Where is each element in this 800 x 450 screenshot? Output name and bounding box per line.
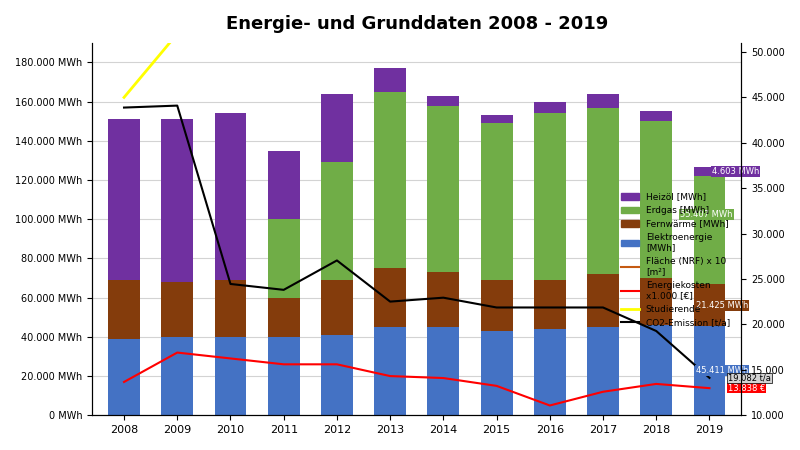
Bar	[534, 113, 566, 280]
Bar	[162, 282, 194, 337]
Bar	[481, 115, 513, 123]
Legend: Heizöl [MWh], Erdgas [MWh], Fernwärme [MWh], Elektroenergie
[MWh], Fläche (NRF) : Heizöl [MWh], Erdgas [MWh], Fernwärme [M…	[617, 189, 734, 331]
Bar	[321, 335, 353, 415]
Text: 45.411 MWh: 45.411 MWh	[696, 366, 749, 375]
Bar	[481, 331, 513, 415]
Bar	[427, 96, 459, 106]
Bar	[427, 327, 459, 415]
Bar	[268, 337, 300, 415]
Bar	[694, 176, 726, 284]
Bar	[534, 102, 566, 113]
Bar	[214, 280, 246, 337]
Bar	[268, 151, 300, 219]
Bar	[427, 272, 459, 327]
Bar	[694, 166, 726, 176]
Energiekosten x1.000 [€]	[173, 350, 182, 355]
Energiekosten x1.000 [€]	[119, 379, 129, 385]
CO2-Emission [t/a]	[332, 258, 342, 263]
Studierende	[173, 31, 182, 36]
CO2-Emission [t/a]	[651, 328, 661, 334]
Energiekosten x1.000 [€]	[598, 389, 608, 395]
Text: 13.838 €: 13.838 €	[728, 384, 766, 393]
Bar	[374, 327, 406, 415]
Bar	[587, 94, 619, 108]
Line: Energiekosten x1.000 [€]: Energiekosten x1.000 [€]	[124, 352, 710, 405]
Bar	[162, 119, 194, 282]
Energiekosten x1.000 [€]	[226, 356, 235, 361]
CO2-Emission [t/a]	[173, 103, 182, 108]
Bar	[481, 280, 513, 331]
CO2-Emission [t/a]	[438, 295, 448, 301]
Bar	[268, 298, 300, 337]
CO2-Emission [t/a]	[386, 299, 395, 304]
Energiekosten x1.000 [€]	[705, 386, 714, 391]
Bar	[214, 337, 246, 415]
Text: 48.609: 48.609	[0, 449, 1, 450]
Energiekosten x1.000 [€]	[386, 374, 395, 379]
Bar	[587, 327, 619, 415]
CO2-Emission [t/a]	[545, 305, 554, 310]
Bar	[108, 119, 140, 280]
CO2-Emission [t/a]	[598, 305, 608, 310]
CO2-Emission [t/a]	[492, 305, 502, 310]
Studierende	[119, 94, 129, 100]
Bar	[694, 326, 726, 415]
Bar	[534, 329, 566, 415]
Line: Studierende: Studierende	[124, 0, 710, 97]
Text: 19.082 t/a: 19.082 t/a	[728, 374, 771, 382]
Bar	[534, 280, 566, 329]
Bar	[321, 94, 353, 162]
Energiekosten x1.000 [€]	[332, 362, 342, 367]
Bar	[694, 284, 726, 326]
Bar	[374, 92, 406, 268]
Title: Energie- und Grunddaten 2008 - 2019: Energie- und Grunddaten 2008 - 2019	[226, 15, 608, 33]
Bar	[587, 108, 619, 274]
Line: CO2-Emission [t/a]: CO2-Emission [t/a]	[124, 106, 710, 378]
Bar	[640, 122, 672, 278]
Bar	[640, 112, 672, 122]
Bar	[640, 325, 672, 415]
CO2-Emission [t/a]	[226, 281, 235, 287]
Bar	[108, 280, 140, 339]
Bar	[374, 68, 406, 92]
Bar	[108, 339, 140, 415]
Bar	[640, 278, 672, 325]
Energiekosten x1.000 [€]	[651, 381, 661, 387]
Energiekosten x1.000 [€]	[545, 403, 554, 408]
Bar	[321, 280, 353, 335]
Bar	[162, 337, 194, 415]
Bar	[321, 162, 353, 280]
Bar	[214, 113, 246, 280]
Energiekosten x1.000 [€]	[279, 362, 289, 367]
Energiekosten x1.000 [€]	[438, 375, 448, 381]
Text: 21.425 MWh: 21.425 MWh	[696, 301, 749, 310]
Text: 55.407 MWh: 55.407 MWh	[680, 210, 733, 219]
Bar	[374, 268, 406, 327]
Bar	[268, 219, 300, 298]
Bar	[587, 274, 619, 327]
Text: 4.603 MWh: 4.603 MWh	[712, 166, 759, 176]
Energiekosten x1.000 [€]	[492, 383, 502, 389]
Bar	[427, 106, 459, 272]
CO2-Emission [t/a]	[279, 287, 289, 292]
CO2-Emission [t/a]	[705, 375, 714, 381]
Bar	[481, 123, 513, 280]
CO2-Emission [t/a]	[119, 105, 129, 110]
Text: 24.394: 24.394	[0, 449, 1, 450]
